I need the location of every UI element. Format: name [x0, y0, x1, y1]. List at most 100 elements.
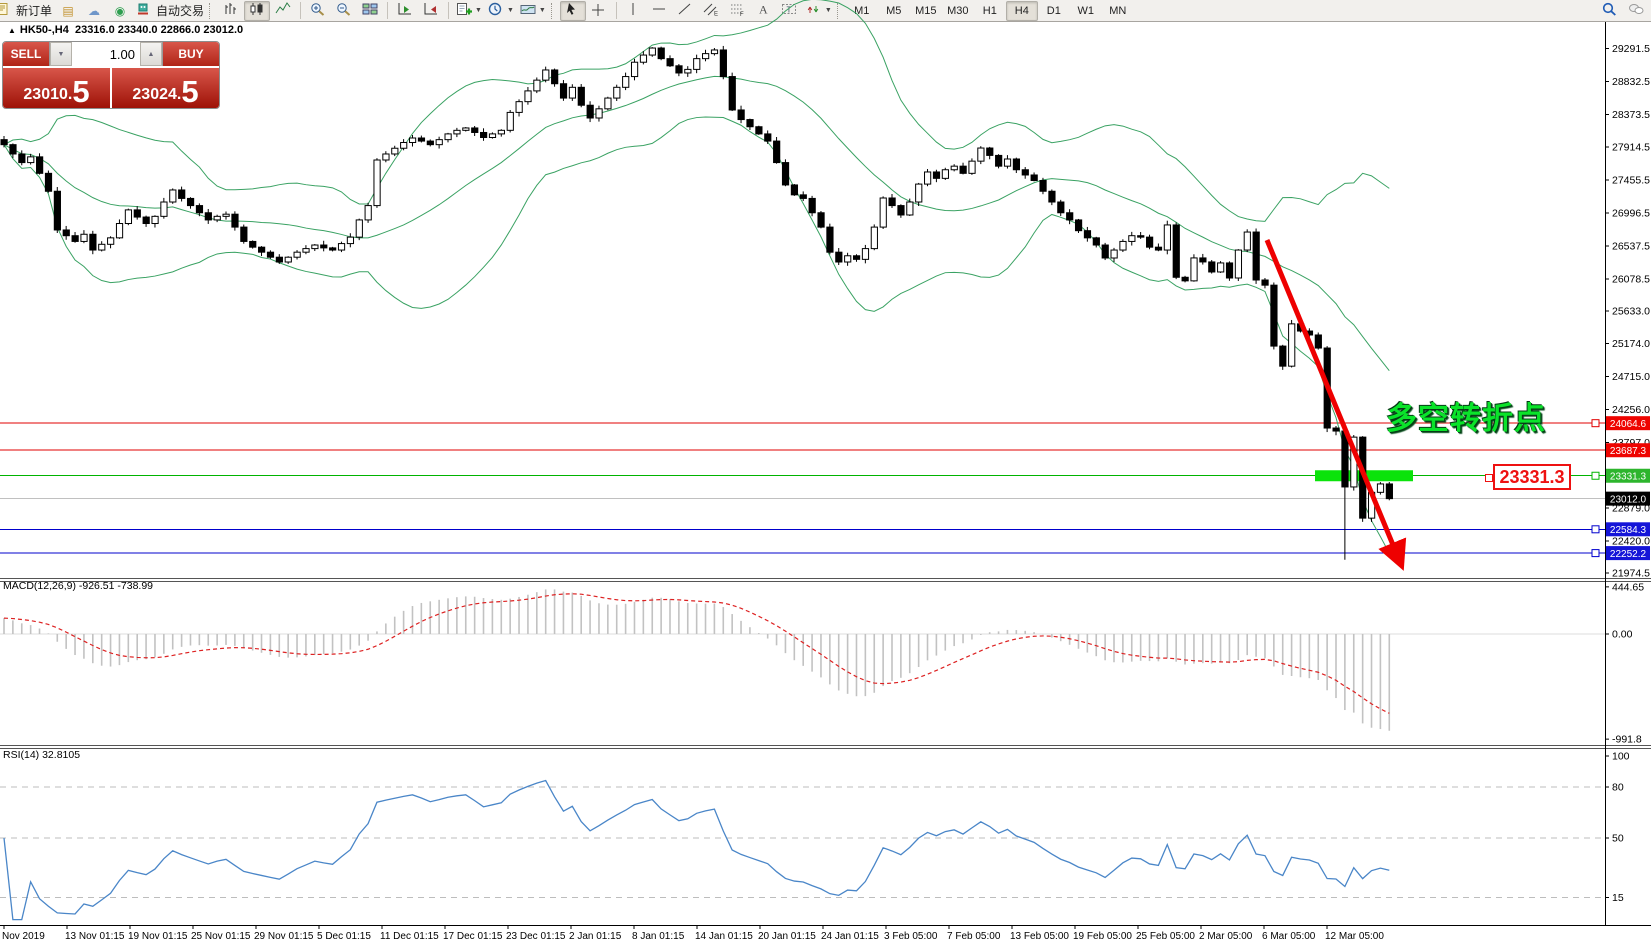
auto-scroll-button[interactable]: [392, 1, 418, 21]
price-badge-text: 23687.3: [1610, 446, 1647, 457]
zoom-in-button[interactable]: [305, 1, 331, 21]
time-tick-label: 2 Mar 05:00: [1199, 931, 1253, 942]
svg-text:F: F: [740, 12, 744, 16]
macd-tick-label: 444.65: [1612, 581, 1644, 593]
new-chart-icon: [456, 2, 473, 19]
time-tick-label: 19 Nov 01:15: [128, 931, 188, 942]
macd-signal-line: [3, 593, 1390, 714]
buy-button[interactable]: BUY: [163, 42, 219, 66]
main-chart-panel[interactable]: [0, 22, 1605, 578]
rsi-tick-label: 15: [1612, 892, 1624, 904]
bar-chart-button[interactable]: [218, 1, 244, 21]
periods-dropdown-icon[interactable]: ▼: [506, 7, 514, 14]
timeframe-m5-button[interactable]: M5: [886, 4, 902, 17]
new-chart-button[interactable]: ▼: [453, 1, 485, 21]
downtrend-arrow[interactable]: [1264, 239, 1407, 571]
time-tick-label: 11 Dec 01:15: [380, 931, 439, 942]
periods-button[interactable]: ▼: [485, 1, 517, 21]
text-icon: A: [755, 2, 772, 19]
crosshair-button[interactable]: [586, 1, 612, 21]
timeframe-w1-button[interactable]: W1: [1077, 4, 1095, 17]
fibonacci-button[interactable]: F: [725, 1, 751, 21]
horizontal-line-button[interactable]: [647, 1, 673, 21]
time-tick-label: 25 Feb 05:00: [1136, 931, 1195, 942]
symbol-ohlc: 23316.0 23340.0 22866.0 23012.0: [74, 24, 244, 36]
line-anchor-square[interactable]: [1591, 525, 1600, 534]
chart-colors-dropdown-icon[interactable]: ▼: [538, 7, 546, 14]
horizontal-line-icon: [651, 2, 668, 19]
tile-windows-button[interactable]: [357, 1, 383, 21]
arrows-dropdown-icon[interactable]: ▼: [824, 7, 832, 14]
new-order-icon: [0, 2, 13, 19]
chart-shift-button[interactable]: [418, 1, 444, 21]
price-badge-text: 24064.6: [1610, 419, 1647, 430]
time-tick-label: 7 Feb 05:00: [947, 931, 1001, 942]
market-icon: ▤: [62, 3, 74, 18]
timeframe-d1-button[interactable]: D1: [1046, 4, 1061, 17]
toolbar-grip[interactable]: [836, 2, 842, 19]
community-button[interactable]: ☁: [81, 1, 107, 21]
price-level-callout[interactable]: 23331.3: [1485, 464, 1571, 490]
line-chart-button[interactable]: [270, 1, 296, 21]
time-tick-label: 23 Dec 01:15: [506, 931, 566, 942]
search-icon: [1602, 2, 1619, 19]
timeframe-h1-button[interactable]: H1: [982, 4, 997, 17]
toolbar-separator: [300, 2, 302, 19]
line-anchor-square[interactable]: [1591, 549, 1600, 558]
candlestick-chart-button[interactable]: [244, 0, 271, 21]
text-label-icon: T: [781, 2, 798, 19]
callout-price-text: 23331.3: [1499, 467, 1565, 487]
price-tick-label: 26537.5: [1612, 240, 1650, 252]
text-label-button[interactable]: T: [777, 1, 803, 21]
timeframe-m30-button[interactable]: M30: [947, 4, 969, 17]
toolbar-grip[interactable]: [550, 2, 556, 19]
rsi-layer: 100 80 50 15: [0, 751, 1630, 921]
auto-trading-button[interactable]: 自动交易: [133, 1, 207, 21]
volume-decrease-button[interactable]: ▼: [50, 42, 72, 66]
buy-price-big: 5: [181, 74, 199, 109]
time-tick-label: 17 Dec 01:15: [443, 931, 503, 942]
chat-button[interactable]: [1623, 1, 1649, 21]
timeframe-m15-button[interactable]: M15: [915, 4, 937, 17]
time-tick-label: 8 Jan 01:15: [632, 931, 685, 942]
new-order-button[interactable]: 新订单: [0, 1, 55, 21]
price-badge: [1606, 491, 1650, 506]
time-tick-label: 29 Nov 01:15: [254, 931, 314, 942]
periods-icon: [488, 2, 505, 19]
new-chart-dropdown-icon[interactable]: ▼: [475, 7, 482, 14]
bull-bear-turning-point-annotation[interactable]: 多空转折点: [1386, 401, 1546, 436]
buy-price[interactable]: 23024. 5: [112, 68, 219, 108]
search-button[interactable]: [1597, 1, 1623, 21]
volume-increase-button[interactable]: ▲: [140, 42, 162, 66]
community-icon: ☁: [88, 3, 101, 18]
signals-button[interactable]: ◉: [107, 1, 133, 21]
trendline-button[interactable]: [673, 1, 699, 21]
equidistant-channel-button[interactable]: E: [699, 1, 725, 21]
arrows-button[interactable]: ▼: [803, 1, 835, 21]
rsi-panel[interactable]: [0, 748, 1605, 925]
vertical-line-button[interactable]: [621, 1, 647, 21]
price-badge: [1606, 443, 1650, 458]
toolbar-grip[interactable]: [209, 2, 214, 19]
fibonacci-icon: F: [729, 2, 746, 19]
line-anchor-square[interactable]: [1591, 419, 1600, 428]
timeframe-h4-button[interactable]: H4: [1005, 0, 1038, 21]
timeframe-m1-button[interactable]: M1: [854, 4, 870, 17]
signals-icon: ◉: [114, 3, 126, 18]
sell-button[interactable]: SELL: [3, 42, 49, 66]
price-tick-label: 25633.0: [1612, 305, 1650, 317]
zoom-out-button[interactable]: [331, 1, 357, 21]
cursor-button[interactable]: [559, 0, 586, 21]
market-button[interactable]: ▤: [55, 1, 81, 21]
price-tick-label: 22879.0: [1612, 503, 1650, 515]
rsi-tick-label: 100: [1612, 751, 1630, 763]
volume-input[interactable]: 1.00: [72, 42, 140, 66]
time-tick-label: 13 Feb 05:00: [1010, 931, 1069, 942]
sell-price[interactable]: 23010. 5: [3, 68, 110, 108]
text-button[interactable]: A: [751, 1, 777, 21]
timeframe-mn-button[interactable]: MN: [1109, 4, 1127, 17]
chart-colors-button[interactable]: ▼: [517, 1, 549, 21]
line-anchor-square[interactable]: [1591, 471, 1600, 480]
time-axis[interactable]: Nov 2019 13 Nov 01:15 19 Nov 01:15 25 Nov 0…: [2, 925, 1384, 942]
